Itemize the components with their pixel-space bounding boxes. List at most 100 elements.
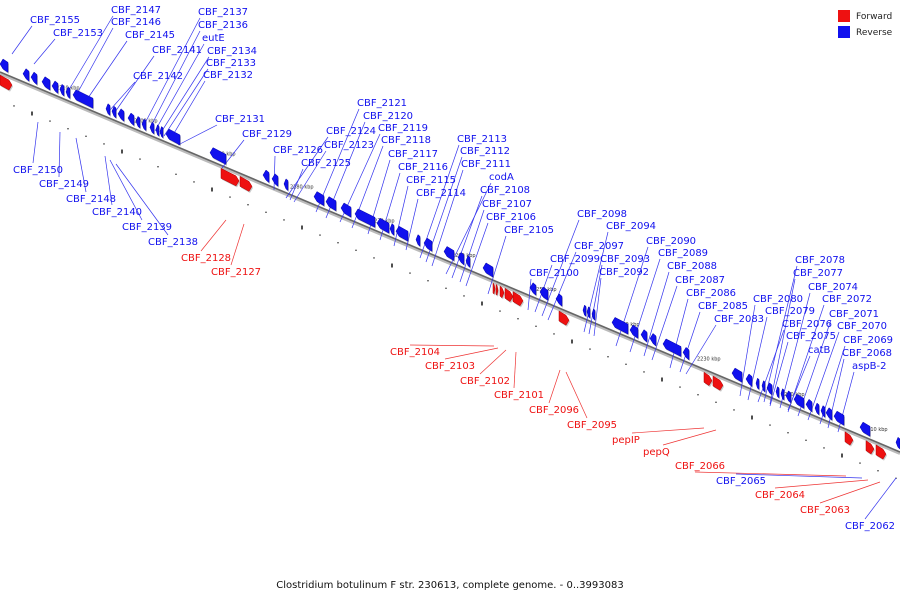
leader-line (807, 331, 840, 421)
leader-line (77, 27, 114, 93)
reverse-gene (465, 255, 471, 268)
reverse-gene (805, 398, 813, 413)
leader-line (115, 163, 169, 236)
reverse-gene-label: CBF_2090 (646, 236, 696, 247)
reverse-gene (155, 124, 160, 137)
reverse-gene-label: CBF_2108 (480, 185, 530, 196)
reverse-gene (135, 116, 141, 129)
reverse-gene-label: CBF_2141 (152, 45, 202, 56)
reverse-gene-label: CBF_2076 (782, 319, 832, 330)
forward-gene-label: CBF_2063 (800, 505, 850, 516)
reverse-gene-label: CBF_2105 (504, 225, 554, 236)
reverse-gene (731, 367, 743, 383)
leader-line (694, 471, 847, 477)
reverse-gene (117, 108, 125, 122)
leader-line (293, 150, 327, 203)
reverse-gene (814, 402, 820, 416)
reverse-gene-label: CBF_2068 (842, 348, 892, 359)
reverse-gene (640, 329, 648, 343)
forward-track-ticks (13, 105, 897, 480)
leader-line (409, 344, 495, 347)
leader-line (163, 68, 209, 137)
reverse-swatch (838, 26, 850, 38)
reverse-gene-label: CBF_2132 (203, 70, 253, 81)
leader-line (393, 185, 409, 247)
leader-line (273, 155, 276, 191)
reverse-gene-label: CBF_2072 (822, 294, 872, 305)
reverse-gene (662, 338, 682, 357)
reverse-gene-label: CBF_2075 (786, 331, 836, 342)
leader-line (774, 479, 869, 489)
forward-gene-label: CBF_2101 (494, 390, 544, 401)
leader-line (143, 17, 201, 126)
reverse-gene-label: CBF_2121 (357, 98, 407, 109)
leader-line (819, 481, 881, 504)
reverse-gene-label: aspB-2 (852, 361, 887, 372)
reverse-gene-label: CBF_2125 (301, 158, 351, 169)
leader-line (787, 355, 811, 411)
leader-line (33, 38, 56, 65)
reverse-gene-label: CBF_2099 (550, 254, 600, 265)
scale-tick-label: 2210 kbp (864, 427, 888, 433)
leader-line (230, 223, 245, 266)
reverse-gene (780, 388, 785, 401)
scale-tick-label: 2230 kbp (697, 356, 721, 362)
reverse-gene-label: CBF_2114 (416, 188, 466, 199)
leader-line (465, 222, 489, 287)
reverse-gene-label: CBF_2087 (675, 275, 725, 286)
reverse-gene-label: CBF_2124 (326, 126, 376, 137)
reverse-gene-label: CBF_2074 (808, 282, 858, 293)
leader-line (104, 155, 113, 206)
reverse-gene (859, 421, 871, 437)
leader-line (739, 304, 756, 397)
reverse-gene (766, 382, 773, 396)
forward-gene (0, 74, 13, 91)
reverse-gene (775, 386, 780, 399)
genome-backbone (0, 71, 900, 455)
forward-gene (712, 375, 724, 391)
figure-caption: Clostridium botulinum F str. 230613, com… (276, 580, 623, 591)
reverse-gene-label: CBF_2098 (577, 209, 627, 220)
reverse-gene-label: CBF_2079 (765, 306, 815, 317)
forward-gene (512, 291, 524, 307)
leader-line (685, 324, 717, 375)
reverse-gene (65, 86, 71, 100)
reverse-gene-label: CBF_2120 (363, 111, 413, 122)
reverse-gene (482, 262, 494, 278)
reverse-gene (682, 346, 690, 361)
scale-tick-label: 2220 kbp (781, 392, 805, 398)
forward-gene (492, 282, 496, 295)
reverse-gene-label: CBF_2094 (606, 221, 656, 232)
reverse-gene (105, 103, 111, 116)
reverse-gene-label: CBF_2131 (215, 114, 265, 125)
reverse-gene (825, 407, 833, 421)
gene-features (0, 58, 900, 461)
leader-line (11, 25, 33, 55)
reverse-gene (785, 390, 792, 404)
leader-line (154, 43, 205, 132)
reverse-gene-label: CBF_2119 (378, 123, 428, 134)
leader-line (513, 351, 517, 389)
reverse-gene-label: CBF_2106 (486, 212, 536, 223)
leader-line (431, 169, 464, 267)
forward-gene-label: CBF_2104 (390, 347, 440, 358)
leader-line (114, 55, 155, 113)
reverse-gene-label: CBF_2134 (207, 46, 257, 57)
reverse-gene-label: CBF_2097 (574, 241, 624, 252)
leader-line (285, 136, 329, 199)
leader-line (527, 278, 532, 311)
leader-line (769, 278, 796, 405)
forward-gene (495, 283, 499, 296)
reverse-gene (793, 393, 805, 409)
reverse-gene-label: CBF_2062 (845, 521, 895, 532)
reverse-gene-label: CBF_2118 (381, 135, 431, 146)
leader-line (289, 168, 304, 201)
leader-line (177, 124, 218, 146)
reverse-gene (820, 405, 826, 418)
reverse-gene (72, 89, 94, 109)
leader-line (747, 316, 768, 401)
leader-line (75, 137, 87, 193)
forward-gene-label: CBF_2096 (529, 405, 579, 416)
